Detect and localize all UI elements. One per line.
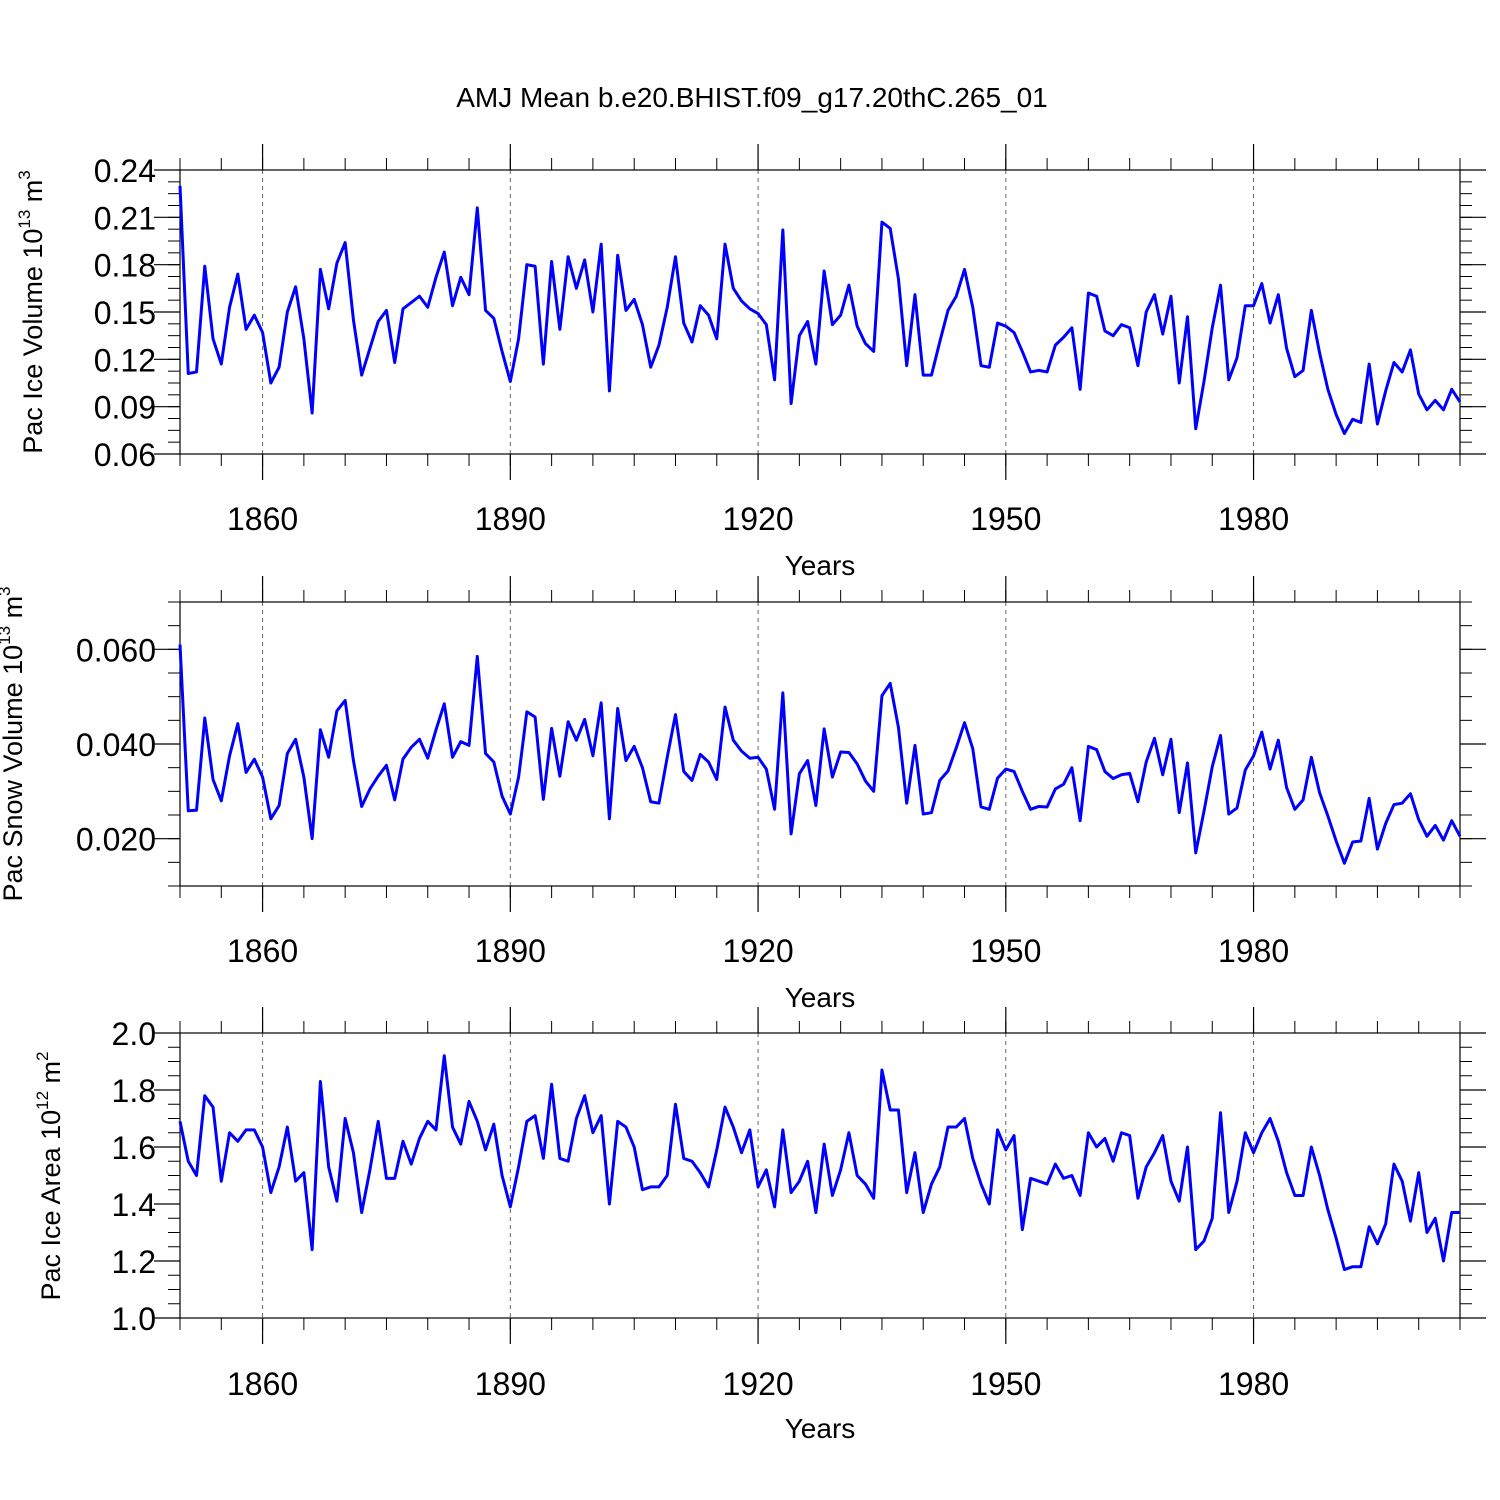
x-tick-label: 1890 [475,501,546,537]
y-axis-label-unit-exponent: 2 [33,1051,52,1060]
x-tick-label: 1920 [722,933,793,969]
y-tick-label: 0.020 [76,822,156,858]
x-tick-label: 1920 [722,501,793,537]
y-tick-label: 1.8 [112,1073,156,1109]
y-axis-label: Pac Ice Volume 1013 m3 [15,170,48,454]
y-tick-label: 0.040 [76,727,156,763]
panel-snow-volume: 0.020 0.040 0.060 1860 1890 1920 1950 1980 Years… [0,576,1486,1013]
y-tick-label: 0.06 [94,437,156,473]
y-tick-label: 2.0 [112,1016,156,1052]
y-axis-label-main: Pac Snow Volume 10 [0,645,28,902]
y-axis-label-unit: m [0,596,28,626]
y-tick-label: 1.2 [112,1244,156,1280]
x-tick-label: 1980 [1218,501,1289,537]
panel-ice-volume: 0.06 0.09 0.12 0.15 0.18 0.21 0.24 1860 1890 1920… [15,144,1486,581]
y-axis-label: Pac Ice Area 1012 m2 [33,1051,66,1300]
y-axis-label-exponent: 13 [15,210,34,229]
x-tick-label: 1950 [970,1366,1041,1402]
y-axis-label-unit: m [18,180,48,210]
chart-title: AMJ Mean b.e20.BHIST.f09_g17.20thC.265_0… [456,82,1048,113]
y-tick-label: 0.12 [94,342,156,378]
x-axis-label: Years [785,982,856,1013]
y-tick-label: 1.4 [112,1187,156,1223]
y-axis-label-unit-exponent: 3 [15,170,34,179]
x-tick-label: 1980 [1218,1366,1289,1402]
x-tick-label: 1950 [970,501,1041,537]
y-tick-label: 0.09 [94,390,156,426]
x-tick-label: 1890 [475,1366,546,1402]
x-tick-label: 1980 [1218,933,1289,969]
y-tick-label: 0.060 [76,632,156,668]
y-axis-label: Pac Snow Volume 1013 m3 [0,586,28,901]
y-axis-label-main: Pac Ice Area 10 [36,1110,66,1301]
x-tick-label: 1860 [227,501,298,537]
plot-frame [179,601,1461,887]
x-tick-label: 1860 [227,933,298,969]
x-tick-label: 1860 [227,1366,298,1402]
y-tick-label: 1.0 [112,1301,156,1337]
y-tick-label: 0.18 [94,248,156,284]
series-line [178,1054,1460,1272]
x-tick-label: 1890 [475,933,546,969]
plot-frame [179,1032,1461,1319]
y-axis-label-unit: m [36,1061,66,1091]
x-axis-label: Years [785,1413,856,1444]
y-axis-label-main: Pac Ice Volume 10 [18,229,48,454]
plot-frame [179,169,1461,455]
x-axis-label: Years [785,550,856,581]
series-line [178,185,1462,435]
y-axis-label-exponent: 12 [33,1091,52,1110]
y-axis-label-exponent: 13 [0,626,14,645]
x-tick-label: 1950 [970,933,1041,969]
y-tick-label: 0.24 [94,153,156,189]
y-axis-label-unit-exponent: 3 [0,586,14,595]
y-tick-label: 0.15 [94,295,156,331]
y-tick-label: 1.6 [112,1130,156,1166]
panel-ice-area: 1.0 1.2 1.4 1.6 1.8 2.0 1860 1890 1920 1950 1980 Ye… [33,1007,1486,1444]
y-tick-label: 0.21 [94,200,156,236]
series-line [178,644,1462,865]
x-tick-label: 1920 [722,1366,793,1402]
